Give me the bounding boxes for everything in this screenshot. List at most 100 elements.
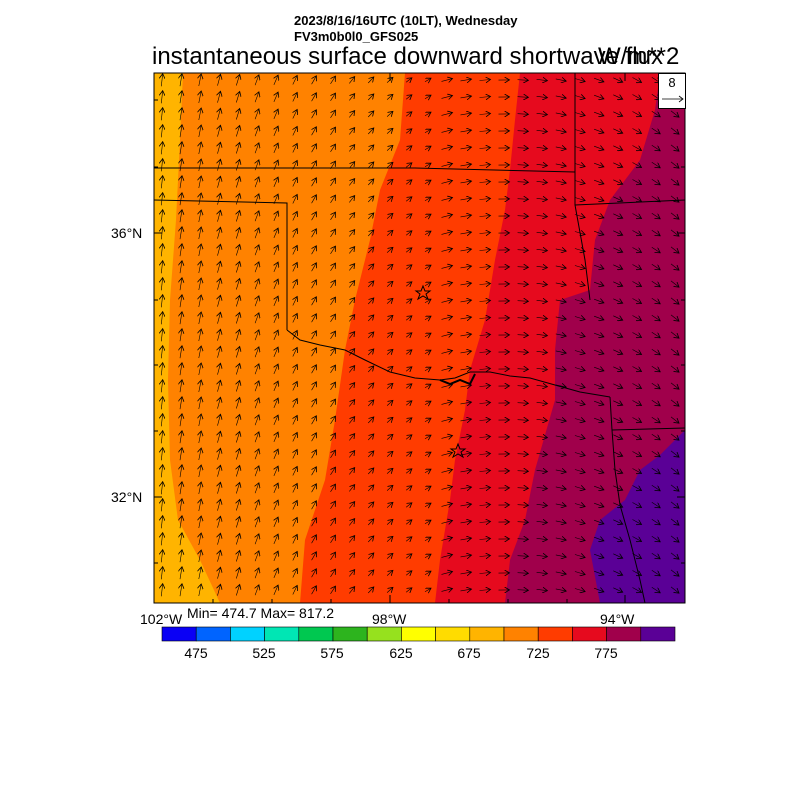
wind-vector-arrow — [670, 280, 679, 287]
wind-vector-arrow — [424, 316, 431, 320]
wind-vector-arrow — [593, 520, 604, 524]
wind-vector-arrow — [236, 211, 239, 222]
wind-vector-arrow — [632, 434, 642, 440]
colorbar-label: 725 — [526, 645, 550, 661]
colorbar-swatch — [469, 626, 505, 642]
wind-vector-arrow — [161, 142, 162, 155]
wind-vector-arrow — [274, 279, 278, 290]
wind-vector-arrow — [593, 418, 604, 422]
wind-vector-arrow — [386, 298, 393, 303]
wind-vector-arrow — [293, 450, 297, 459]
wind-vector-arrow — [441, 198, 453, 201]
wind-vector-arrow — [274, 517, 278, 528]
wind-vector-arrow — [180, 482, 182, 495]
wind-vector-arrow — [613, 316, 622, 320]
wind-vector-arrow — [349, 366, 354, 373]
wind-vector-arrow — [424, 163, 431, 167]
wind-vector-arrow — [405, 180, 412, 184]
wind-vector-arrow — [536, 487, 548, 488]
wind-vector-arrow — [670, 331, 679, 338]
wind-vector-arrow — [670, 586, 679, 593]
colorbar-swatch — [230, 626, 265, 642]
wind-vector-arrow — [479, 165, 491, 166]
colorbar-label: 775 — [594, 645, 618, 661]
wind-vector-arrow — [536, 79, 548, 80]
wind-vector-arrow — [424, 78, 431, 82]
wind-vector-arrow — [555, 521, 566, 523]
wind-vector-arrow — [613, 299, 622, 303]
wind-vector-arrow — [293, 314, 297, 323]
wind-vector-arrow — [670, 433, 679, 440]
colorbar-label: 575 — [320, 645, 344, 661]
wind-vector-arrow — [517, 318, 529, 319]
wind-vector-arrow — [255, 568, 259, 579]
wind-vector-arrow — [593, 248, 604, 252]
lat-label-32n: 32°N — [111, 489, 143, 505]
wind-vector-arrow — [593, 78, 604, 82]
wind-vector-arrow — [349, 400, 354, 407]
wind-vector-arrow — [405, 316, 412, 320]
wind-vector-arrow — [180, 261, 182, 274]
wind-vector-arrow — [424, 452, 431, 456]
wind-vector-arrow — [536, 181, 548, 182]
wind-vector-arrow — [460, 79, 472, 81]
wind-vector-arrow — [651, 280, 660, 287]
wind-vector-arrow — [670, 399, 679, 406]
wind-vector-arrow — [479, 590, 491, 591]
wind-vector-arrow — [312, 416, 317, 425]
colorbar-swatch — [435, 626, 471, 642]
wind-vector-arrow — [199, 431, 201, 444]
wind-vector-arrow — [424, 197, 431, 201]
wind-vector-arrow — [574, 538, 585, 541]
wind-vector-arrow — [536, 232, 548, 233]
wind-vector-arrow — [386, 281, 393, 286]
wind-vector-arrow — [517, 352, 529, 353]
wind-vector-arrow — [670, 212, 679, 219]
wind-vector-arrow — [405, 452, 412, 456]
wind-vector-arrow — [460, 402, 472, 404]
wind-vector-arrow — [441, 385, 453, 388]
wind-vector-arrow — [460, 113, 472, 115]
wind-vector-arrow — [331, 110, 336, 118]
wind-vector-arrow — [218, 74, 221, 86]
wind-vector-arrow — [331, 365, 336, 373]
wind-vector-arrow — [218, 108, 221, 120]
wind-vector-arrow — [293, 501, 297, 510]
wind-vector-arrow — [632, 77, 642, 83]
wind-vector-arrow — [367, 196, 374, 203]
wind-vector-arrow — [236, 364, 239, 375]
colorbar-swatch — [161, 626, 197, 642]
wind-vector-arrow — [218, 193, 221, 205]
wind-vector-arrow — [293, 518, 297, 527]
wind-vector-arrow — [613, 418, 622, 422]
wind-vector-arrow — [405, 367, 412, 371]
wind-vector-arrow — [349, 502, 354, 509]
wind-vector-arrow — [651, 331, 660, 338]
wind-vector-arrow — [199, 380, 201, 393]
wind-vector-arrow — [331, 263, 336, 271]
wind-vector-arrow — [632, 519, 642, 525]
wind-vector-arrow — [555, 436, 566, 438]
wind-vector-arrow — [651, 433, 660, 440]
wind-vector-arrow — [236, 568, 239, 579]
wind-vector-arrow — [479, 233, 491, 234]
wind-vector-arrow — [349, 128, 354, 135]
wind-vector-arrow — [460, 96, 472, 98]
wind-vector-arrow — [274, 177, 278, 188]
wind-vector-arrow — [386, 111, 393, 116]
wind-vector-arrow — [613, 435, 622, 439]
colorbar-swatch — [401, 626, 436, 642]
wind-vector-arrow — [349, 145, 354, 152]
wind-vector-arrow — [405, 146, 412, 150]
wind-vector-arrow — [424, 384, 431, 388]
wind-vector-arrow — [180, 499, 182, 512]
wind-vector-arrow — [670, 178, 679, 185]
wind-vector-arrow — [218, 159, 221, 171]
wind-vector-arrow — [441, 215, 453, 218]
wind-vector-arrow — [236, 415, 239, 426]
wind-vector-arrow — [367, 536, 374, 543]
wind-vector-arrow — [312, 93, 317, 102]
lon-label-102w: 102°W — [140, 611, 183, 627]
wind-vector-arrow — [670, 110, 679, 117]
wind-vector-arrow — [670, 467, 679, 474]
